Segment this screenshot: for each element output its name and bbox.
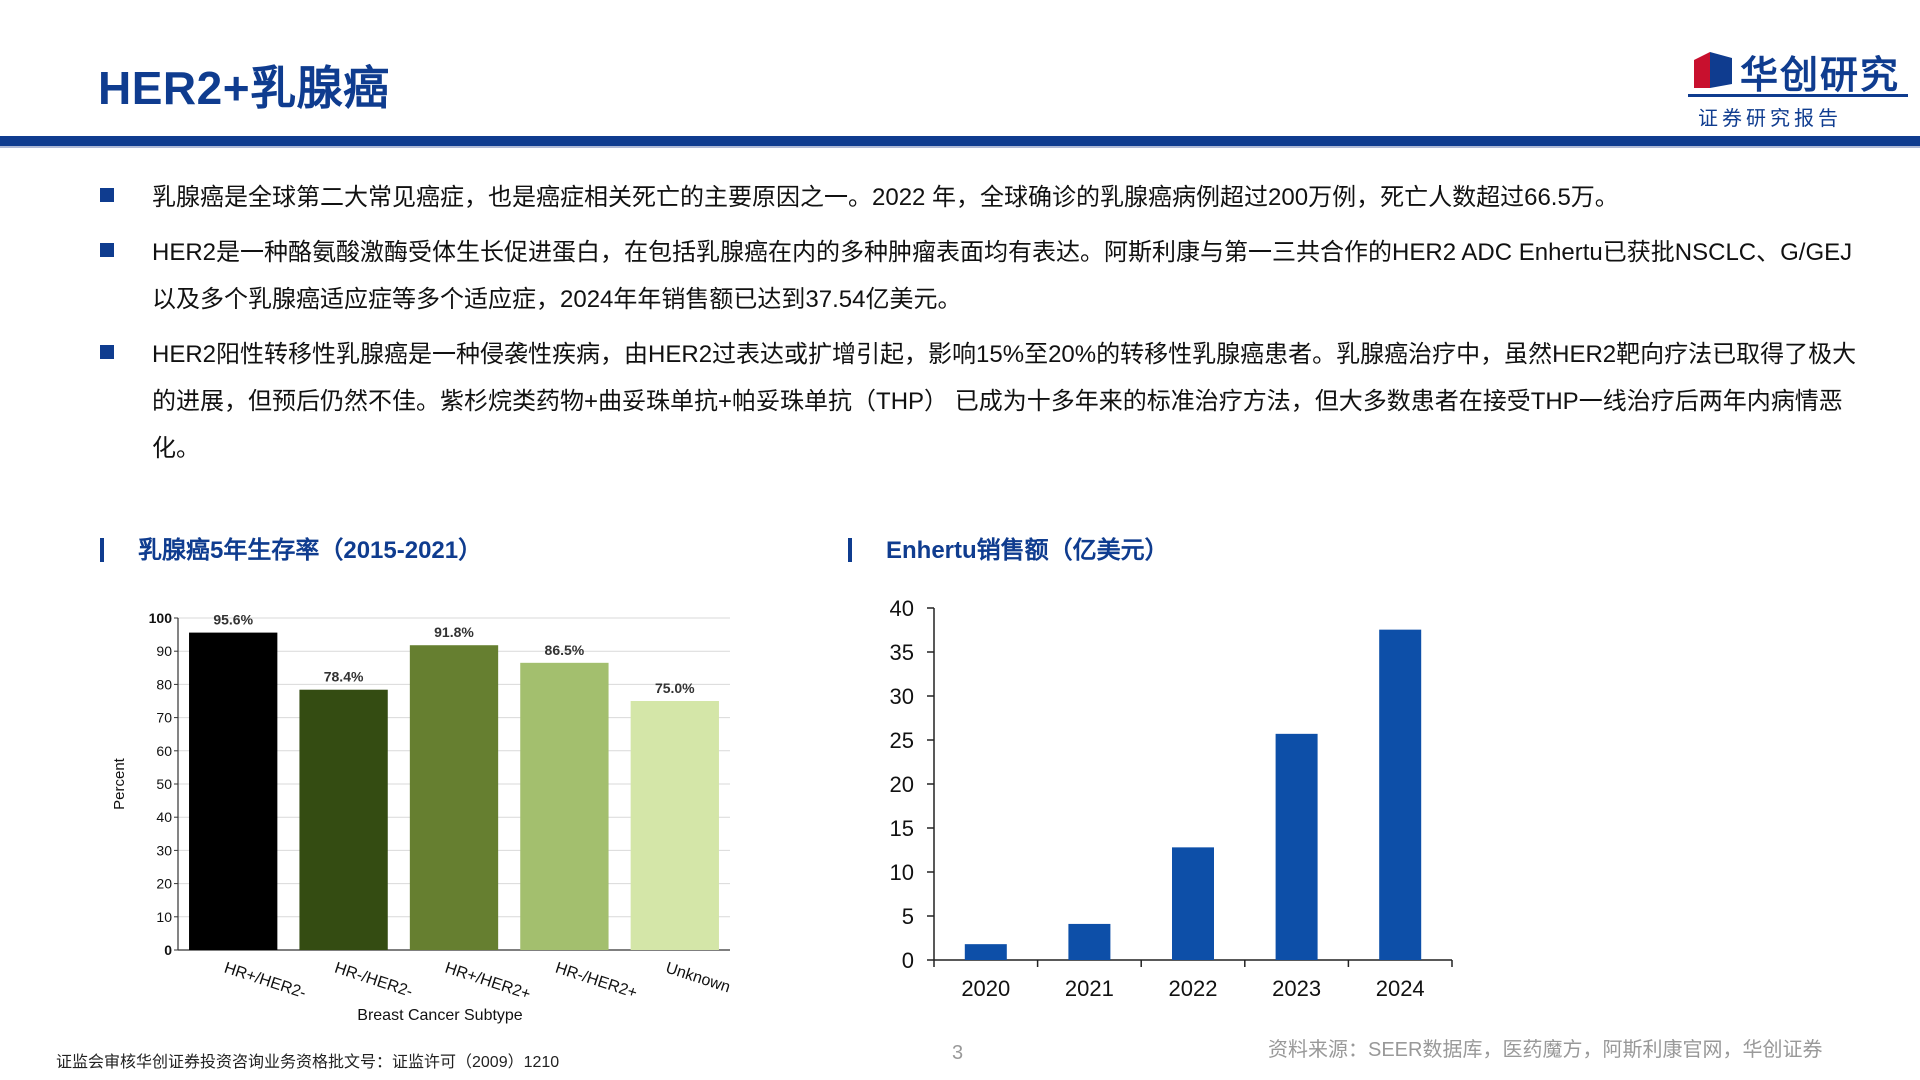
x-tick-label: 2021	[1065, 976, 1114, 1001]
data-label: 75.0%	[655, 680, 695, 696]
heading-bar	[100, 538, 104, 562]
bullet-item: HER2是一种酪氨酸激酶受体生长促进蛋白，在包括乳腺癌在内的多种肿瘤表面均有表达…	[100, 229, 1860, 323]
y-tick-label: 40	[156, 809, 172, 825]
data-label: 78.4%	[324, 669, 364, 685]
survival-rate-chart: 0 10 20 30 40 50 60 70 80 90 100 95.6% HR+/HER2- 78.4…	[111, 610, 733, 1024]
logo-rule	[1688, 94, 1908, 97]
bar	[964, 944, 1007, 960]
bullet-text: HER2是一种酪氨酸激酶受体生长促进蛋白，在包括乳腺癌在内的多种肿瘤表面均有表达…	[152, 239, 1853, 313]
y-tick-label: 80	[156, 676, 172, 692]
bullet-list: 乳腺癌是全球第二大常见癌症，也是癌症相关死亡的主要原因之一。2022 年，全球确…	[100, 174, 1860, 480]
x-tick-label: 2024	[1376, 976, 1425, 1001]
page-number: 3	[952, 1042, 964, 1064]
y-tick-label: 10	[156, 909, 172, 925]
sales-chart-title: Enhertu销售额（亿美元）	[886, 537, 1169, 564]
license-note: 证监会审核华创证券投资咨询业务资格批文号：证监许可（2009）1210	[56, 1054, 560, 1071]
y-tick-label: 5	[902, 904, 914, 929]
bar	[1379, 629, 1422, 960]
y-tick-label: 60	[156, 743, 172, 759]
bar	[630, 701, 719, 950]
heading-bar	[848, 538, 852, 562]
bar	[1275, 733, 1318, 960]
logo-subtitle: 证券研究报告	[1698, 106, 1842, 130]
data-label: 86.5%	[545, 642, 585, 658]
bar	[409, 645, 499, 950]
data-label: 95.6%	[213, 612, 253, 628]
enhertu-sales-chart: 0 5 10 15 20 25 30 35 40 2020 2021 2022 2023 2024	[890, 596, 1453, 1001]
y-tick-label: 30	[890, 684, 914, 709]
bullet-text: HER2阳性转移性乳腺癌是一种侵袭性疾病，由HER2过表达或扩增引起，影响15%…	[152, 341, 1857, 462]
data-label: 91.8%	[434, 624, 474, 640]
bar	[299, 689, 388, 950]
y-tick-label: 90	[156, 643, 172, 659]
x-tick-label: Unknown	[664, 960, 733, 997]
y-tick-label: 70	[156, 710, 172, 726]
bullet-square-icon	[100, 243, 114, 257]
x-tick-label: HR+/HER2+	[443, 960, 533, 1004]
sales-chart-heading: Enhertu销售额（亿美元）	[848, 530, 1169, 565]
source-note: 资料来源：SEER数据库，医药魔方，阿斯利康官网，华创证券	[1268, 1039, 1823, 1061]
y-tick-label: 10	[890, 860, 914, 885]
x-tick-label: 2020	[961, 976, 1010, 1001]
y-tick-label: 15	[890, 816, 914, 841]
y-tick-label: 25	[890, 728, 914, 753]
header-band	[0, 136, 1920, 146]
brand-logo: 华创研究 证券研究报告	[1688, 44, 1908, 134]
bullet-square-icon	[100, 345, 114, 359]
y-tick-label: 40	[890, 596, 914, 621]
y-tick-label: 100	[149, 610, 173, 626]
x-axis-title: Breast Cancer Subtype	[357, 1007, 523, 1024]
header-band-line	[0, 146, 1920, 148]
y-tick-label: 0	[164, 942, 172, 958]
x-tick-label: HR-/HER2+	[553, 960, 639, 1002]
x-tick-label: HR+/HER2-	[222, 960, 308, 1002]
y-tick-label: 0	[902, 948, 914, 973]
y-tick-label: 35	[890, 640, 914, 665]
bullet-text: 乳腺癌是全球第二大常见癌症，也是癌症相关死亡的主要原因之一。2022 年，全球确…	[152, 184, 1619, 211]
bar	[189, 632, 278, 950]
y-tick-label: 20	[156, 876, 172, 892]
bullet-item: 乳腺癌是全球第二大常见癌症，也是癌症相关死亡的主要原因之一。2022 年，全球确…	[100, 174, 1860, 221]
survival-chart-heading: 乳腺癌5年生存率（2015-2021）	[100, 530, 482, 565]
y-tick-label: 50	[156, 776, 172, 792]
x-tick-label: HR-/HER2-	[332, 960, 414, 1001]
bullet-item: HER2阳性转移性乳腺癌是一种侵袭性疾病，由HER2过表达或扩增引起，影响15%…	[100, 331, 1860, 472]
survival-chart-title: 乳腺癌5年生存率（2015-2021）	[138, 537, 483, 564]
x-tick-label: 2023	[1272, 976, 1321, 1001]
bar	[1172, 847, 1214, 960]
bar	[1068, 923, 1111, 960]
y-tick-label: 20	[890, 772, 914, 797]
page-title: HER2+乳腺癌	[98, 62, 390, 114]
y-axis-title: Percent	[111, 757, 128, 810]
logo-mark-icon	[1694, 52, 1732, 88]
bar	[520, 662, 609, 950]
logo-name: 华创研究	[1740, 55, 1901, 97]
bullet-square-icon	[100, 188, 114, 202]
y-tick-label: 30	[156, 842, 172, 858]
x-tick-label: 2022	[1169, 976, 1218, 1001]
